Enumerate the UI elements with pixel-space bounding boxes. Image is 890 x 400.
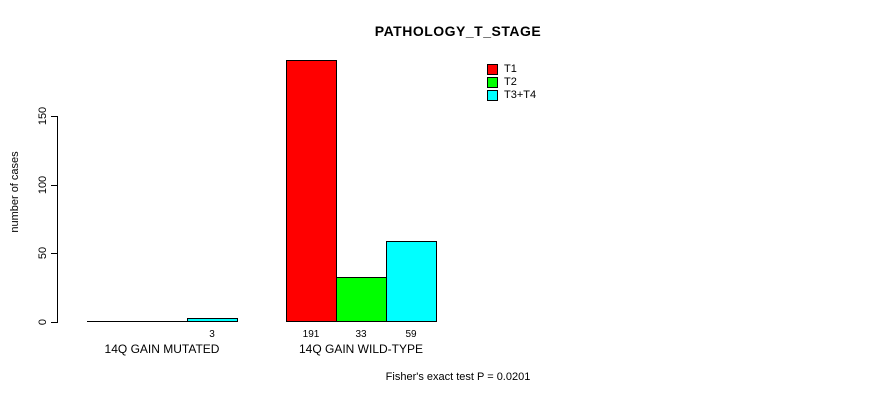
category-label: 14Q GAIN WILD-TYPE (298, 342, 424, 356)
category-label: 14Q GAIN MUTATED (104, 342, 220, 356)
bar-value-label: 3 (209, 329, 215, 340)
fisher-test-annotation: Fisher's exact test P = 0.0201 (385, 371, 531, 383)
y-tick-mark (51, 116, 57, 117)
bar-value-label: 33 (355, 329, 367, 340)
bar-T2 (336, 277, 387, 322)
bar-T2 (137, 321, 188, 322)
y-tick-label: 150 (37, 106, 49, 126)
legend-label: T3+T4 (504, 89, 537, 101)
bar-T3+T4 (187, 318, 238, 322)
y-axis-line (57, 116, 58, 323)
y-tick-label: 0 (37, 318, 49, 326)
bar-T1 (286, 60, 337, 322)
chart-title: PATHOLOGY_T_STAGE (374, 23, 542, 39)
y-tick-label: 50 (37, 246, 49, 260)
y-tick-mark (51, 253, 57, 254)
y-tick-mark (51, 185, 57, 186)
bar-value-label: 59 (405, 329, 417, 340)
y-tick-label: 100 (37, 175, 49, 195)
legend-label: T1 (504, 63, 517, 75)
bar-T3+T4 (386, 241, 437, 322)
legend-color-swatch (487, 77, 498, 88)
legend-label: T2 (504, 76, 517, 88)
bar-T1 (87, 321, 138, 322)
legend-color-swatch (487, 64, 498, 75)
y-tick-mark (51, 322, 57, 323)
legend-color-swatch (487, 90, 498, 101)
y-axis-title: number of cases (9, 151, 21, 233)
bar-value-label: 191 (302, 329, 320, 340)
